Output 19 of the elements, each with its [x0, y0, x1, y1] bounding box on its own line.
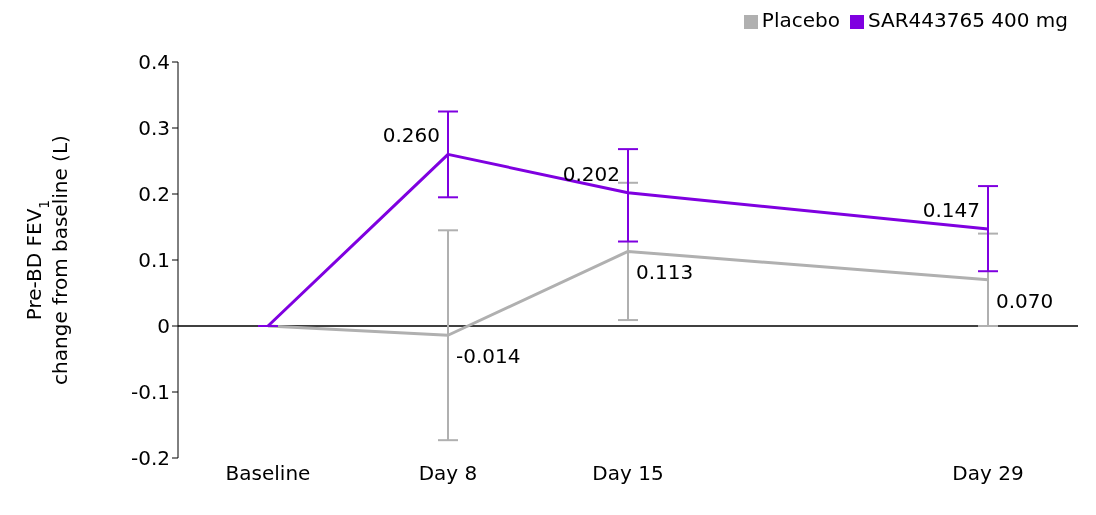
- y-tick-label: -0.1: [130, 380, 170, 405]
- y-tick-label: 0.2: [138, 182, 170, 207]
- data-label: 0.113: [636, 260, 694, 285]
- x-tick-label: Baseline: [225, 461, 311, 486]
- legend-label: Placebo: [761, 8, 840, 32]
- y-tick-label: 0.1: [138, 248, 170, 273]
- data-label: 0.147: [922, 197, 980, 222]
- data-label: 0.202: [562, 161, 620, 186]
- y-tick-label: -0.2: [130, 446, 170, 471]
- data-label: -0.014: [456, 344, 521, 369]
- x-tick-label: Day 15: [592, 461, 664, 486]
- data-label: 0.070: [996, 288, 1054, 313]
- y-tick-label: 0.4: [138, 50, 170, 75]
- y-tick-label: 0: [157, 314, 170, 339]
- x-tick-label: Day 29: [952, 461, 1024, 486]
- data-label: 0.260: [382, 123, 440, 148]
- legend-label: SAR443765 400 mg: [867, 8, 1068, 32]
- y-tick-label: 0.3: [138, 116, 170, 141]
- x-tick-label: Day 8: [418, 461, 478, 486]
